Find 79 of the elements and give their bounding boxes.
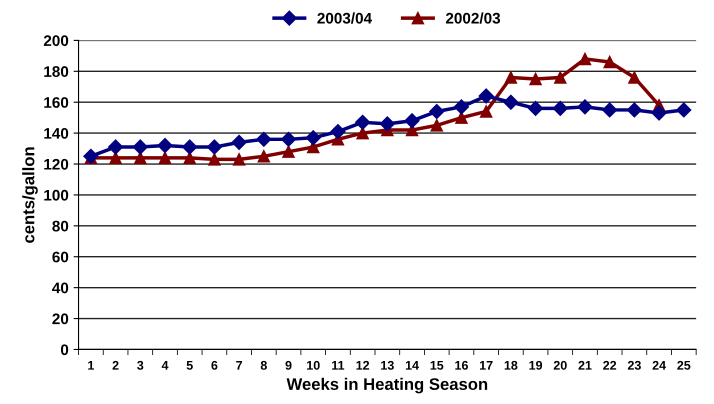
- point: [157, 138, 173, 154]
- y-tick-label: 40: [52, 282, 68, 294]
- point: [577, 99, 593, 114]
- point: [603, 56, 616, 68]
- point: [652, 105, 667, 121]
- point: [182, 139, 198, 155]
- point: [504, 71, 518, 84]
- x-tick-label: 1: [88, 361, 94, 370]
- point: [355, 114, 370, 130]
- point: [404, 113, 420, 128]
- x-tick-label: 10: [307, 360, 320, 370]
- point: [330, 124, 346, 140]
- x-tick-label: 17: [480, 361, 493, 370]
- x-tick-label: 20: [554, 360, 567, 370]
- point: [306, 130, 321, 146]
- point: [232, 134, 247, 150]
- legend-label: 2003/04: [317, 12, 372, 24]
- point: [380, 116, 395, 132]
- y-axis-title: cents/gallon: [22, 147, 38, 243]
- x-axis-title: Weeks in Heating Season: [286, 378, 488, 394]
- point: [676, 102, 692, 118]
- x-tick-label: 5: [186, 361, 193, 370]
- x-tick-label: 21: [578, 360, 592, 370]
- point: [206, 139, 222, 155]
- point: [109, 152, 122, 164]
- point: [528, 100, 544, 116]
- y-tick-label: 0: [60, 344, 68, 356]
- y-tick-label: 80: [52, 220, 68, 232]
- point: [132, 139, 148, 155]
- x-tick-label: 19: [529, 360, 542, 370]
- y-tick-label: 200: [44, 35, 68, 46]
- x-tick-label: 14: [406, 361, 419, 370]
- x-tick-label: 23: [628, 360, 641, 370]
- point: [503, 94, 518, 110]
- x-tick-label: 13: [381, 360, 394, 370]
- x-tick-label: 24: [652, 360, 666, 370]
- point: [578, 52, 592, 66]
- x-tick-label: 11: [332, 361, 344, 370]
- y-tick-label: 60: [52, 252, 68, 262]
- y-tick-label: 20: [52, 313, 68, 324]
- x-tick-label: 18: [504, 360, 518, 370]
- point: [454, 99, 470, 114]
- point: [232, 153, 246, 166]
- x-tick-label: 9: [285, 360, 292, 370]
- y-tick-label: 180: [44, 66, 68, 77]
- point: [480, 105, 492, 118]
- x-tick-label: 8: [260, 360, 267, 370]
- x-tick-label: 4: [162, 361, 168, 370]
- legend-label: 2002/03: [446, 12, 500, 24]
- x-tick-label: 6: [211, 360, 218, 370]
- point: [626, 102, 642, 118]
- y-tick-label: 160: [44, 97, 68, 108]
- x-tick-label: 2: [112, 360, 119, 370]
- point: [282, 145, 295, 158]
- point: [208, 153, 221, 166]
- point: [158, 152, 172, 164]
- x-tick-label: 22: [603, 360, 616, 370]
- point: [529, 72, 542, 86]
- point: [552, 100, 568, 116]
- point: [134, 152, 147, 164]
- point: [280, 132, 296, 147]
- point: [256, 132, 272, 147]
- point: [258, 150, 270, 163]
- point: [554, 71, 567, 84]
- point: [108, 139, 124, 155]
- point: [430, 119, 444, 132]
- x-tick-label: 7: [236, 361, 242, 370]
- y-tick-label: 100: [44, 190, 68, 201]
- x-tick-label: 12: [356, 360, 370, 370]
- x-tick-label: 15: [430, 361, 444, 370]
- point: [429, 104, 444, 120]
- point: [602, 102, 618, 118]
- x-tick-label: 16: [455, 360, 468, 370]
- y-tick-label: 140: [44, 128, 68, 139]
- y-tick-label: 120: [44, 158, 68, 170]
- x-tick-label: 3: [137, 360, 144, 370]
- point: [628, 71, 641, 84]
- x-tick-label: 25: [677, 360, 690, 370]
- point: [478, 88, 494, 104]
